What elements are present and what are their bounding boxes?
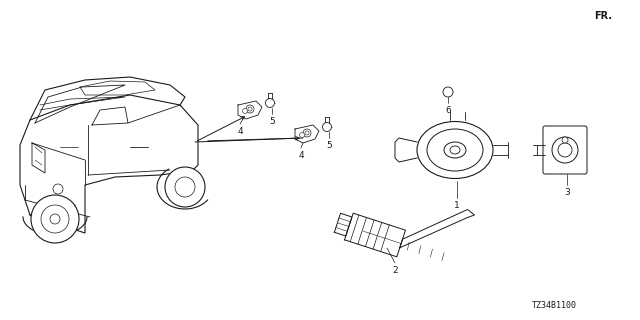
Circle shape: [552, 137, 578, 163]
Ellipse shape: [444, 142, 466, 158]
Circle shape: [562, 137, 568, 143]
Circle shape: [303, 129, 311, 137]
Text: 4: 4: [298, 151, 304, 160]
Text: 5: 5: [326, 141, 332, 150]
Text: FR.: FR.: [594, 11, 612, 21]
Circle shape: [443, 87, 453, 97]
FancyBboxPatch shape: [543, 126, 587, 174]
Circle shape: [243, 108, 248, 114]
Text: 1: 1: [454, 201, 460, 210]
Text: 5: 5: [269, 117, 275, 126]
Text: 4: 4: [237, 127, 243, 136]
Text: 2: 2: [392, 266, 398, 275]
Circle shape: [31, 195, 79, 243]
Circle shape: [50, 214, 60, 224]
Circle shape: [248, 107, 252, 111]
Ellipse shape: [427, 129, 483, 171]
Circle shape: [53, 184, 63, 194]
Ellipse shape: [450, 146, 460, 154]
Ellipse shape: [417, 122, 493, 179]
Text: 6: 6: [445, 106, 451, 115]
Circle shape: [266, 99, 275, 108]
Circle shape: [41, 205, 69, 233]
Circle shape: [246, 105, 254, 113]
Circle shape: [323, 123, 332, 132]
Circle shape: [558, 143, 572, 157]
Circle shape: [165, 167, 205, 207]
Circle shape: [175, 177, 195, 197]
Circle shape: [305, 131, 309, 135]
Text: 3: 3: [564, 188, 570, 197]
Circle shape: [300, 132, 305, 138]
Text: TZ34B1100: TZ34B1100: [532, 301, 577, 310]
